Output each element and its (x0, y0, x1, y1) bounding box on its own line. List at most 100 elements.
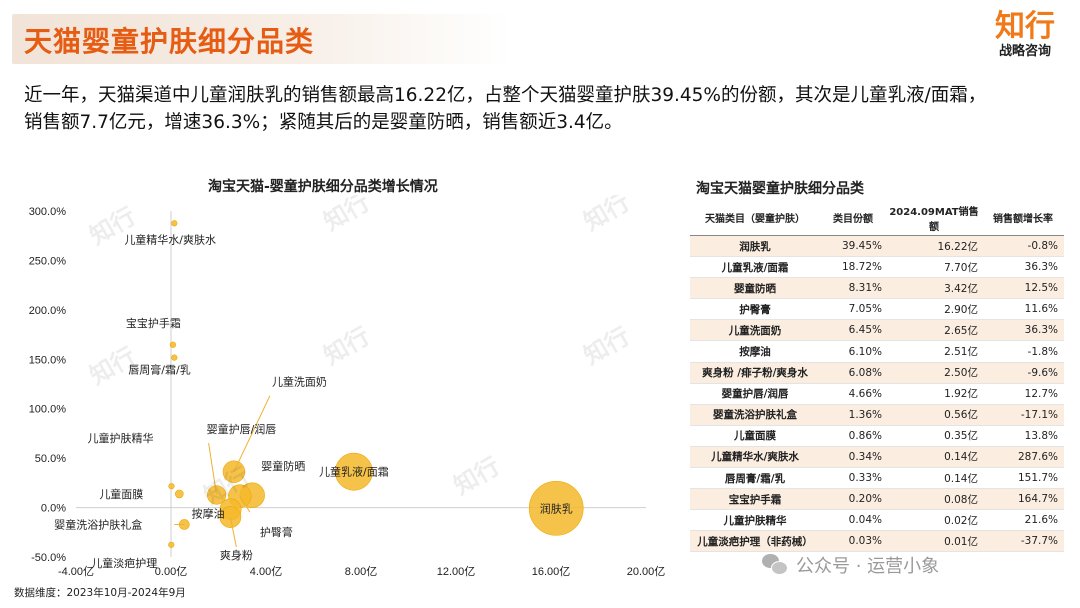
table-cell: 润肤乳 (739, 240, 771, 253)
y-tick-label: 0.0% (41, 503, 66, 515)
table-header-cell: 天猫类目（婴童护肤） (705, 214, 805, 225)
bubble-point (528, 481, 584, 536)
table-cell: 1.92亿 (944, 388, 978, 401)
category-table: 天猫类目（婴童护肤） 类目份额 2024.09MAT销售额 销售额增长率 润肤乳 39.4… (690, 200, 1064, 553)
table-row: 儿童面膜 0.86% 0.35亿 13.8% (690, 426, 1064, 447)
x-tick-label: 20.00亿 (627, 565, 666, 578)
y-tick-label: -50.0% (31, 552, 66, 564)
data-label: 爽身粉 (220, 548, 253, 562)
table-cell: 儿童淡疤护理（非药械） (697, 535, 813, 548)
table-cell: 儿童精华水/爽肤水 (711, 451, 799, 464)
y-tick-label: 250.0% (29, 255, 67, 267)
table-cell: 0.14亿 (944, 451, 978, 464)
table-cell: 0.34% (848, 450, 882, 463)
table-cell: 儿童面膜 (734, 430, 776, 443)
table-row: 唇周膏/霜/乳 0.33% 0.14亿 151.7% (690, 468, 1064, 490)
table-cell: 12.7% (1024, 387, 1058, 400)
y-tick-label: 150.0% (29, 354, 67, 366)
table-title: 淘宝天猫婴童护肤细分品类 (696, 181, 864, 197)
footer-brand: 公众号 · 运营小象 (762, 552, 939, 578)
label-leader-line (229, 516, 237, 548)
table-header-cell: 2024.09MAT销售额 (889, 206, 979, 233)
table-cell: 0.20% (848, 493, 882, 506)
table-cell: 0.33% (848, 472, 882, 485)
data-label: 唇周膏/霜/乳 (128, 363, 190, 377)
table-cell: 护臀膏 (739, 303, 771, 316)
table-cell: 6.08% (848, 366, 882, 379)
table-cell: 6.10% (848, 345, 882, 358)
table-cell: 18.72% (841, 261, 882, 274)
x-tick-label: 0.00亿 (155, 565, 187, 578)
table-cell: 唇周膏/霜/乳 (724, 472, 786, 485)
x-tick-label: 16.00亿 (532, 565, 571, 578)
table-row: 婴童洗浴护肤礼盒 1.36% 0.56亿 -17.1% (690, 404, 1064, 426)
table-cell: 39.45% (841, 240, 882, 253)
table-row: 儿童洗面奶 6.45% 2.65亿 36.3% (690, 320, 1064, 342)
table-cell: 12.5% (1024, 282, 1058, 295)
data-label: 儿童面膜 (99, 487, 143, 501)
table-cell: 0.56亿 (944, 409, 978, 422)
table-cell: 2.90亿 (944, 303, 978, 316)
bubble-point (168, 483, 175, 490)
label-leader-line (233, 395, 271, 472)
table-cell: 儿童乳液/面霜 (721, 261, 789, 274)
table-row: 儿童乳液/面霜 18.72% 7.70亿 36.3% (690, 257, 1064, 279)
table-cell: 3.42亿 (944, 282, 978, 295)
table-row: 按摩油 6.10% 2.51亿 -1.8% (690, 341, 1064, 363)
table-cell: 0.14亿 (944, 472, 978, 485)
table-row: 儿童护肤精华 0.04% 0.02亿 21.6% (690, 510, 1064, 532)
table-cell: 1.36% (848, 408, 882, 421)
table-cell: 0.03% (848, 535, 882, 548)
table-cell: 6.45% (848, 324, 882, 337)
table-cell: 宝宝护手霜 (728, 493, 782, 506)
table-cell: 0.86% (848, 429, 882, 442)
table-row: 护臀膏 7.05% 2.90亿 11.6% (690, 299, 1064, 321)
bubble-point (175, 489, 184, 499)
scatter-chart: -4.00亿 0.00亿 4.00亿 8.00亿 12.00亿 16.00亿 20.00亿 3… (29, 195, 666, 578)
data-label: 儿童精华水/爽肤水 (124, 232, 216, 246)
table-cell: 36.3% (1024, 324, 1058, 337)
watermark: 知行 (579, 322, 635, 370)
data-label: 护臀膏 (260, 525, 293, 539)
data-label: 儿童洗面奶 (272, 375, 327, 389)
table-cell: 7.05% (848, 303, 882, 316)
table-row: 爽身粉 /痱子粉/爽身水 6.08% 2.50亿 -9.6% (690, 362, 1064, 384)
table-cell: 8.31% (848, 282, 882, 295)
watermark: 知行 (579, 195, 635, 236)
bubble-point (168, 541, 175, 548)
bubble-point (171, 220, 178, 227)
y-tick-label: 100.0% (29, 404, 67, 416)
table-cell: -17.1% (1020, 408, 1058, 421)
data-source-note: 数据维度：2023年10月-2024年9月 (14, 587, 186, 599)
table-cell: 爽身粉 /痱子粉/爽身水 (702, 367, 808, 380)
table-cell: 0.04% (848, 514, 882, 527)
table-cell: 2.50亿 (944, 367, 978, 380)
table-cell: 4.66% (848, 387, 882, 400)
table-cell: 2.51亿 (944, 346, 978, 359)
bubble-point (171, 354, 178, 361)
table-row: 婴童防晒 8.31% 3.42亿 12.5% (690, 278, 1064, 300)
data-label: 婴童护唇/润唇 (207, 422, 277, 436)
x-tick-label: 8.00亿 (345, 565, 377, 578)
table-cell: 婴童护唇/润唇 (721, 388, 789, 401)
table-cell: 151.7% (1017, 472, 1058, 485)
table-cell: 7.70亿 (944, 261, 978, 274)
data-label: 儿童护肤精华 (87, 431, 153, 445)
table-cell: -9.6% (1027, 366, 1058, 379)
x-tick-label: 4.00亿 (250, 565, 282, 578)
table-cell: 0.01亿 (944, 535, 978, 548)
data-label: 儿童淡疤护理 (91, 556, 157, 570)
table-row: 宝宝护手霜 0.20% 0.08亿 164.7% (690, 489, 1064, 511)
chart-title: 淘宝天猫-婴童护肤细分品类增长情况 (208, 179, 438, 195)
summary-line-2: 销售额7.7亿元，增速36.3%；紧随其后的是婴童防晒，销售额近3.4亿。 (24, 112, 623, 133)
x-tick-label: 12.00亿 (437, 565, 476, 578)
bubble-point (334, 452, 373, 491)
table-cell: -1.8% (1027, 345, 1058, 358)
table-cell: 婴童防晒 (734, 282, 776, 295)
table-header-row: 天猫类目（婴童护肤） 类目份额 2024.09MAT销售额 销售额增长率 (690, 200, 1064, 236)
label-leader-line (239, 495, 251, 513)
table-header-cell: 类目份额 (833, 214, 873, 225)
table-row: 儿童淡疤护理（非药械） 0.03% 0.01亿 -37.7% (690, 531, 1064, 553)
table-cell: 0.08亿 (944, 493, 978, 506)
table-row: 婴童护唇/润唇 4.66% 1.92亿 12.7% (690, 384, 1064, 405)
